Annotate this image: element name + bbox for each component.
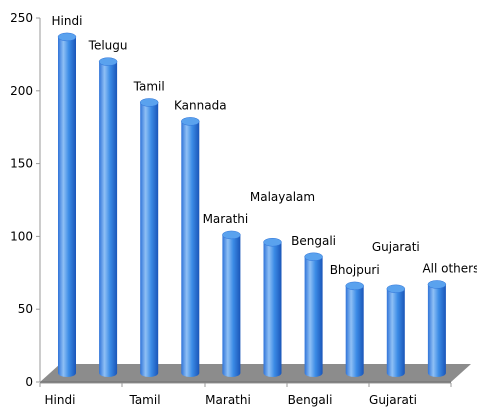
bar — [386, 284, 406, 377]
bar-cap — [345, 281, 364, 291]
chart-bars — [57, 32, 447, 378]
bar-data-label: Marathi — [203, 212, 249, 226]
bar — [98, 57, 118, 378]
y-tick-label: 50 — [18, 302, 33, 316]
bar-body — [222, 234, 241, 377]
x-tick-label: Tamil — [128, 393, 160, 407]
bar-data-label: Bhojpuri — [330, 263, 380, 277]
bar-cap — [263, 237, 282, 247]
bar-cap — [304, 252, 323, 262]
y-tick-label: 250 — [10, 11, 33, 25]
y-tick-label: 100 — [10, 229, 33, 243]
bar — [139, 98, 159, 377]
bar-cap — [181, 117, 200, 126]
bar-data-label: Hindi — [52, 14, 83, 28]
x-tick-label: Hindi — [45, 393, 76, 407]
bar — [181, 117, 200, 377]
bar-body — [427, 284, 446, 377]
bar-data-label: Kannada — [174, 98, 227, 112]
bar-body — [263, 242, 282, 377]
bar-data-label: Telugu — [88, 39, 128, 53]
bar-body — [140, 102, 159, 377]
bar-body — [386, 288, 405, 377]
bar — [263, 237, 282, 377]
x-tick-label: Marathi — [205, 393, 251, 407]
bar-cap — [57, 32, 77, 42]
bar-cap — [222, 230, 241, 240]
bar-data-label: Gujarati — [372, 240, 420, 254]
bar-data-label: Tamil — [133, 79, 165, 93]
y-tick-label: 0 — [25, 375, 33, 389]
bar — [427, 280, 447, 377]
x-tick-label: Bengali — [288, 393, 333, 407]
y-tick-label: 150 — [10, 157, 33, 171]
bar-body — [58, 36, 76, 377]
bar-cap — [427, 280, 447, 289]
bar-data-label: All others — [422, 261, 477, 275]
bar — [222, 230, 241, 377]
bar-data-label: Malayalam — [250, 190, 315, 204]
bar-cap — [98, 57, 118, 66]
bar-body — [181, 121, 200, 377]
chart-axes: 0 50 100 150 200 250 Hindi Tamil Marathi Bengali G… — [10, 11, 452, 407]
bar-body — [304, 256, 323, 377]
bar-cap — [139, 98, 159, 107]
bar — [345, 281, 364, 377]
bar-body — [345, 285, 364, 377]
bar-data-label: Bengali — [291, 234, 336, 248]
bar-body — [99, 61, 118, 378]
y-tick-label: 200 — [10, 84, 33, 98]
x-tick-label: Gujarati — [369, 393, 417, 407]
bar-cap — [386, 284, 406, 294]
bar — [304, 252, 323, 377]
bar — [57, 32, 77, 377]
